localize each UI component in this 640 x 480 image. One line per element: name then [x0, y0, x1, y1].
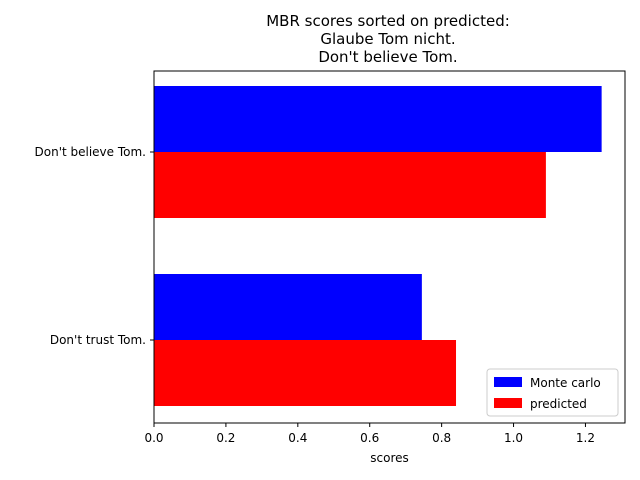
x-tick-label: 1.0 [504, 431, 523, 445]
legend-swatch [494, 377, 522, 387]
title-line: Glaube Tom nicht. [320, 30, 455, 48]
title-line: MBR scores sorted on predicted: [266, 12, 510, 30]
x-tick-label: 0.2 [216, 431, 235, 445]
title-line: Don't believe Tom. [318, 48, 457, 66]
x-axis-ticks: 0.0 0.2 0.4 0.6 0.8 1.0 1.2 [144, 423, 595, 445]
x-tick-label: 0.8 [432, 431, 451, 445]
y-tick-label: Don't trust Tom. [50, 333, 146, 347]
chart-title: MBR scores sorted on predicted:Glaube To… [266, 12, 510, 66]
x-tick-label: 0.4 [288, 431, 307, 445]
x-tick-label: 0.0 [144, 431, 163, 445]
axes-frame [153, 70, 626, 424]
x-axis-label: scores [370, 451, 409, 465]
legend-label: predicted [530, 397, 587, 411]
bar-monte-carlo [154, 274, 422, 340]
x-tick-label: 1.2 [576, 431, 595, 445]
legend-swatch [494, 398, 522, 408]
bar-predicted [154, 340, 457, 406]
bar-monte-carlo [154, 86, 602, 152]
legend: Monte carlo predicted [486, 368, 619, 417]
x-tick-label: 0.6 [360, 431, 379, 445]
y-axis-ticks: Don't believe Tom. Don't trust Tom. [35, 145, 154, 347]
y-tick-label: Don't believe Tom. [35, 145, 147, 159]
bars [154, 86, 602, 406]
legend-label: Monte carlo [530, 376, 601, 390]
bar-predicted [154, 152, 546, 218]
